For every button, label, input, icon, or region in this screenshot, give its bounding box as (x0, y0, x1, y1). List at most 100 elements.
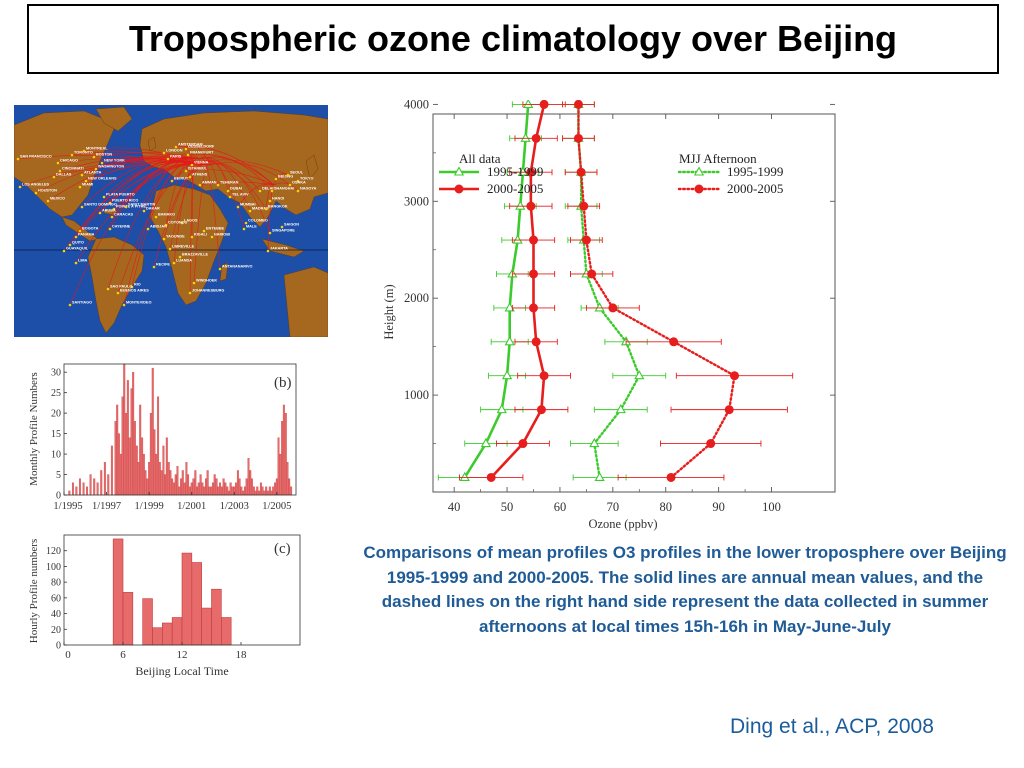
chart-c-bar (122, 592, 134, 646)
city-label: MIAMI (82, 183, 93, 187)
chart-b-bar (205, 478, 207, 496)
map-cities: AMSTERDAM LONDON DÜSSELDORF FRANKFURT PARIS V… (16, 143, 317, 307)
chart-b-bar (219, 482, 221, 496)
chart-b-ytick-label: 10 (51, 450, 61, 461)
profile-point (573, 99, 583, 109)
city-label: SAINT MARTIN (128, 203, 155, 207)
profile-ytick-label: 4000 (404, 100, 429, 111)
city-label: JAKARTA (270, 247, 288, 251)
chart-b-bar (201, 482, 204, 496)
land-south-america (87, 236, 145, 334)
chart-b-ytick-label: 25 (51, 388, 61, 399)
profile-point (504, 302, 515, 312)
chart-c-bar (221, 617, 232, 646)
chart-b-bar (203, 486, 206, 496)
monthly-profile-chart: 0 5 10 15 20 25 30 1/1995 1/1997 1/1999 1/2001 1/20… (16, 356, 300, 516)
title-box: Tropospheric ozone climatology over Beij… (27, 4, 999, 74)
chart-b-xtick-label: 1/2005 (262, 501, 291, 512)
chart-b-bar (151, 367, 154, 496)
city-label: RIO (134, 283, 141, 287)
city-dot (82, 149, 86, 153)
chart-b-bar (240, 486, 243, 496)
profile-point (504, 336, 515, 346)
chart-b-bar (263, 490, 266, 496)
chart-c-bar (201, 607, 212, 646)
profile-point (454, 184, 464, 194)
chart-c-xtick-label: 18 (236, 649, 248, 661)
chart-b-bar (281, 421, 284, 496)
chart-b-bar (238, 478, 241, 496)
city-dot (270, 189, 274, 193)
city-dot (162, 151, 166, 155)
profile-ytick-label: 2000 (404, 291, 429, 305)
chart-b-ytick-label: 5 (56, 470, 61, 481)
chart-b-bar (158, 462, 161, 496)
city-dot (180, 221, 184, 225)
city-label: LIMA (78, 259, 88, 263)
chart-b-bar (252, 486, 255, 496)
city-dot (58, 169, 62, 173)
flight-route (175, 143, 195, 164)
city-dot (228, 195, 232, 199)
chart-b-bar (235, 482, 237, 496)
city-label: LUANDA (176, 259, 192, 263)
flight-route (185, 169, 275, 186)
chart-c-ytick-label: 60 (51, 593, 61, 604)
profile-point (453, 166, 465, 176)
chart-b-bar (210, 486, 213, 496)
city-dot (112, 207, 116, 211)
profile-point (634, 370, 645, 380)
profile-series-line (490, 104, 546, 479)
chart-b-bar (169, 470, 172, 496)
city-label: DAKAR (146, 207, 160, 211)
profile-point (539, 99, 549, 109)
chart-c-bar (211, 588, 222, 646)
profile-point (573, 133, 583, 143)
chart-b-bar (196, 486, 198, 496)
chart-b-bar (110, 445, 113, 496)
city-dot (108, 201, 112, 205)
city-label: PLATA PUERTO (106, 193, 135, 197)
city-dot (184, 147, 188, 151)
chart-b-bar (189, 486, 191, 496)
city-dot (264, 207, 268, 211)
flight-route (199, 157, 245, 230)
city-dot (146, 227, 150, 231)
profile-series (437, 98, 794, 482)
city-dot (16, 157, 20, 161)
city-label: DELHI (262, 187, 273, 191)
chart-c-ytick-label: 120 (46, 546, 61, 557)
city-dot (210, 235, 214, 239)
profile-xtick-label: 90 (712, 500, 725, 514)
city-dot (244, 221, 248, 225)
chart-b-bar (125, 412, 128, 496)
chart-b-bar (243, 486, 246, 496)
city-dot (84, 179, 88, 183)
city-dot (258, 189, 262, 193)
profile-series-line (463, 104, 530, 479)
profile-point (518, 439, 528, 449)
chart-b-axes: 0 5 10 15 20 25 30 1/1995 1/1997 1/1999 1/2001 1/20… (51, 368, 291, 512)
chart-b-bar (259, 482, 262, 496)
profile-point (669, 337, 679, 347)
chart-b-bar (68, 490, 71, 496)
chart-c-bar (152, 627, 163, 646)
city-label: WASHINGTON (98, 165, 124, 169)
city-dot (130, 285, 134, 289)
city-label: SAO PAULO (110, 285, 132, 289)
land-madagascar (219, 262, 229, 282)
chart-c-ylabel: Hourly Profile numbers (28, 539, 40, 643)
chart-b-bar (199, 474, 202, 496)
chart-b-bar (272, 486, 275, 496)
chart-c-axes: 0 20 40 60 80 100 120 0 6 12 18 (46, 546, 247, 661)
city-label: BUENOS AIRES (120, 289, 149, 293)
chart-b-bar (128, 437, 131, 496)
chart-b-bar (149, 412, 152, 496)
chart-b-bar (206, 470, 209, 496)
city-dot (92, 155, 96, 159)
profile-point (526, 167, 536, 177)
chart-b-bar (282, 404, 285, 496)
chart-b-bar (187, 474, 190, 496)
chart-b-bar (142, 453, 145, 496)
city-dot (108, 227, 112, 231)
